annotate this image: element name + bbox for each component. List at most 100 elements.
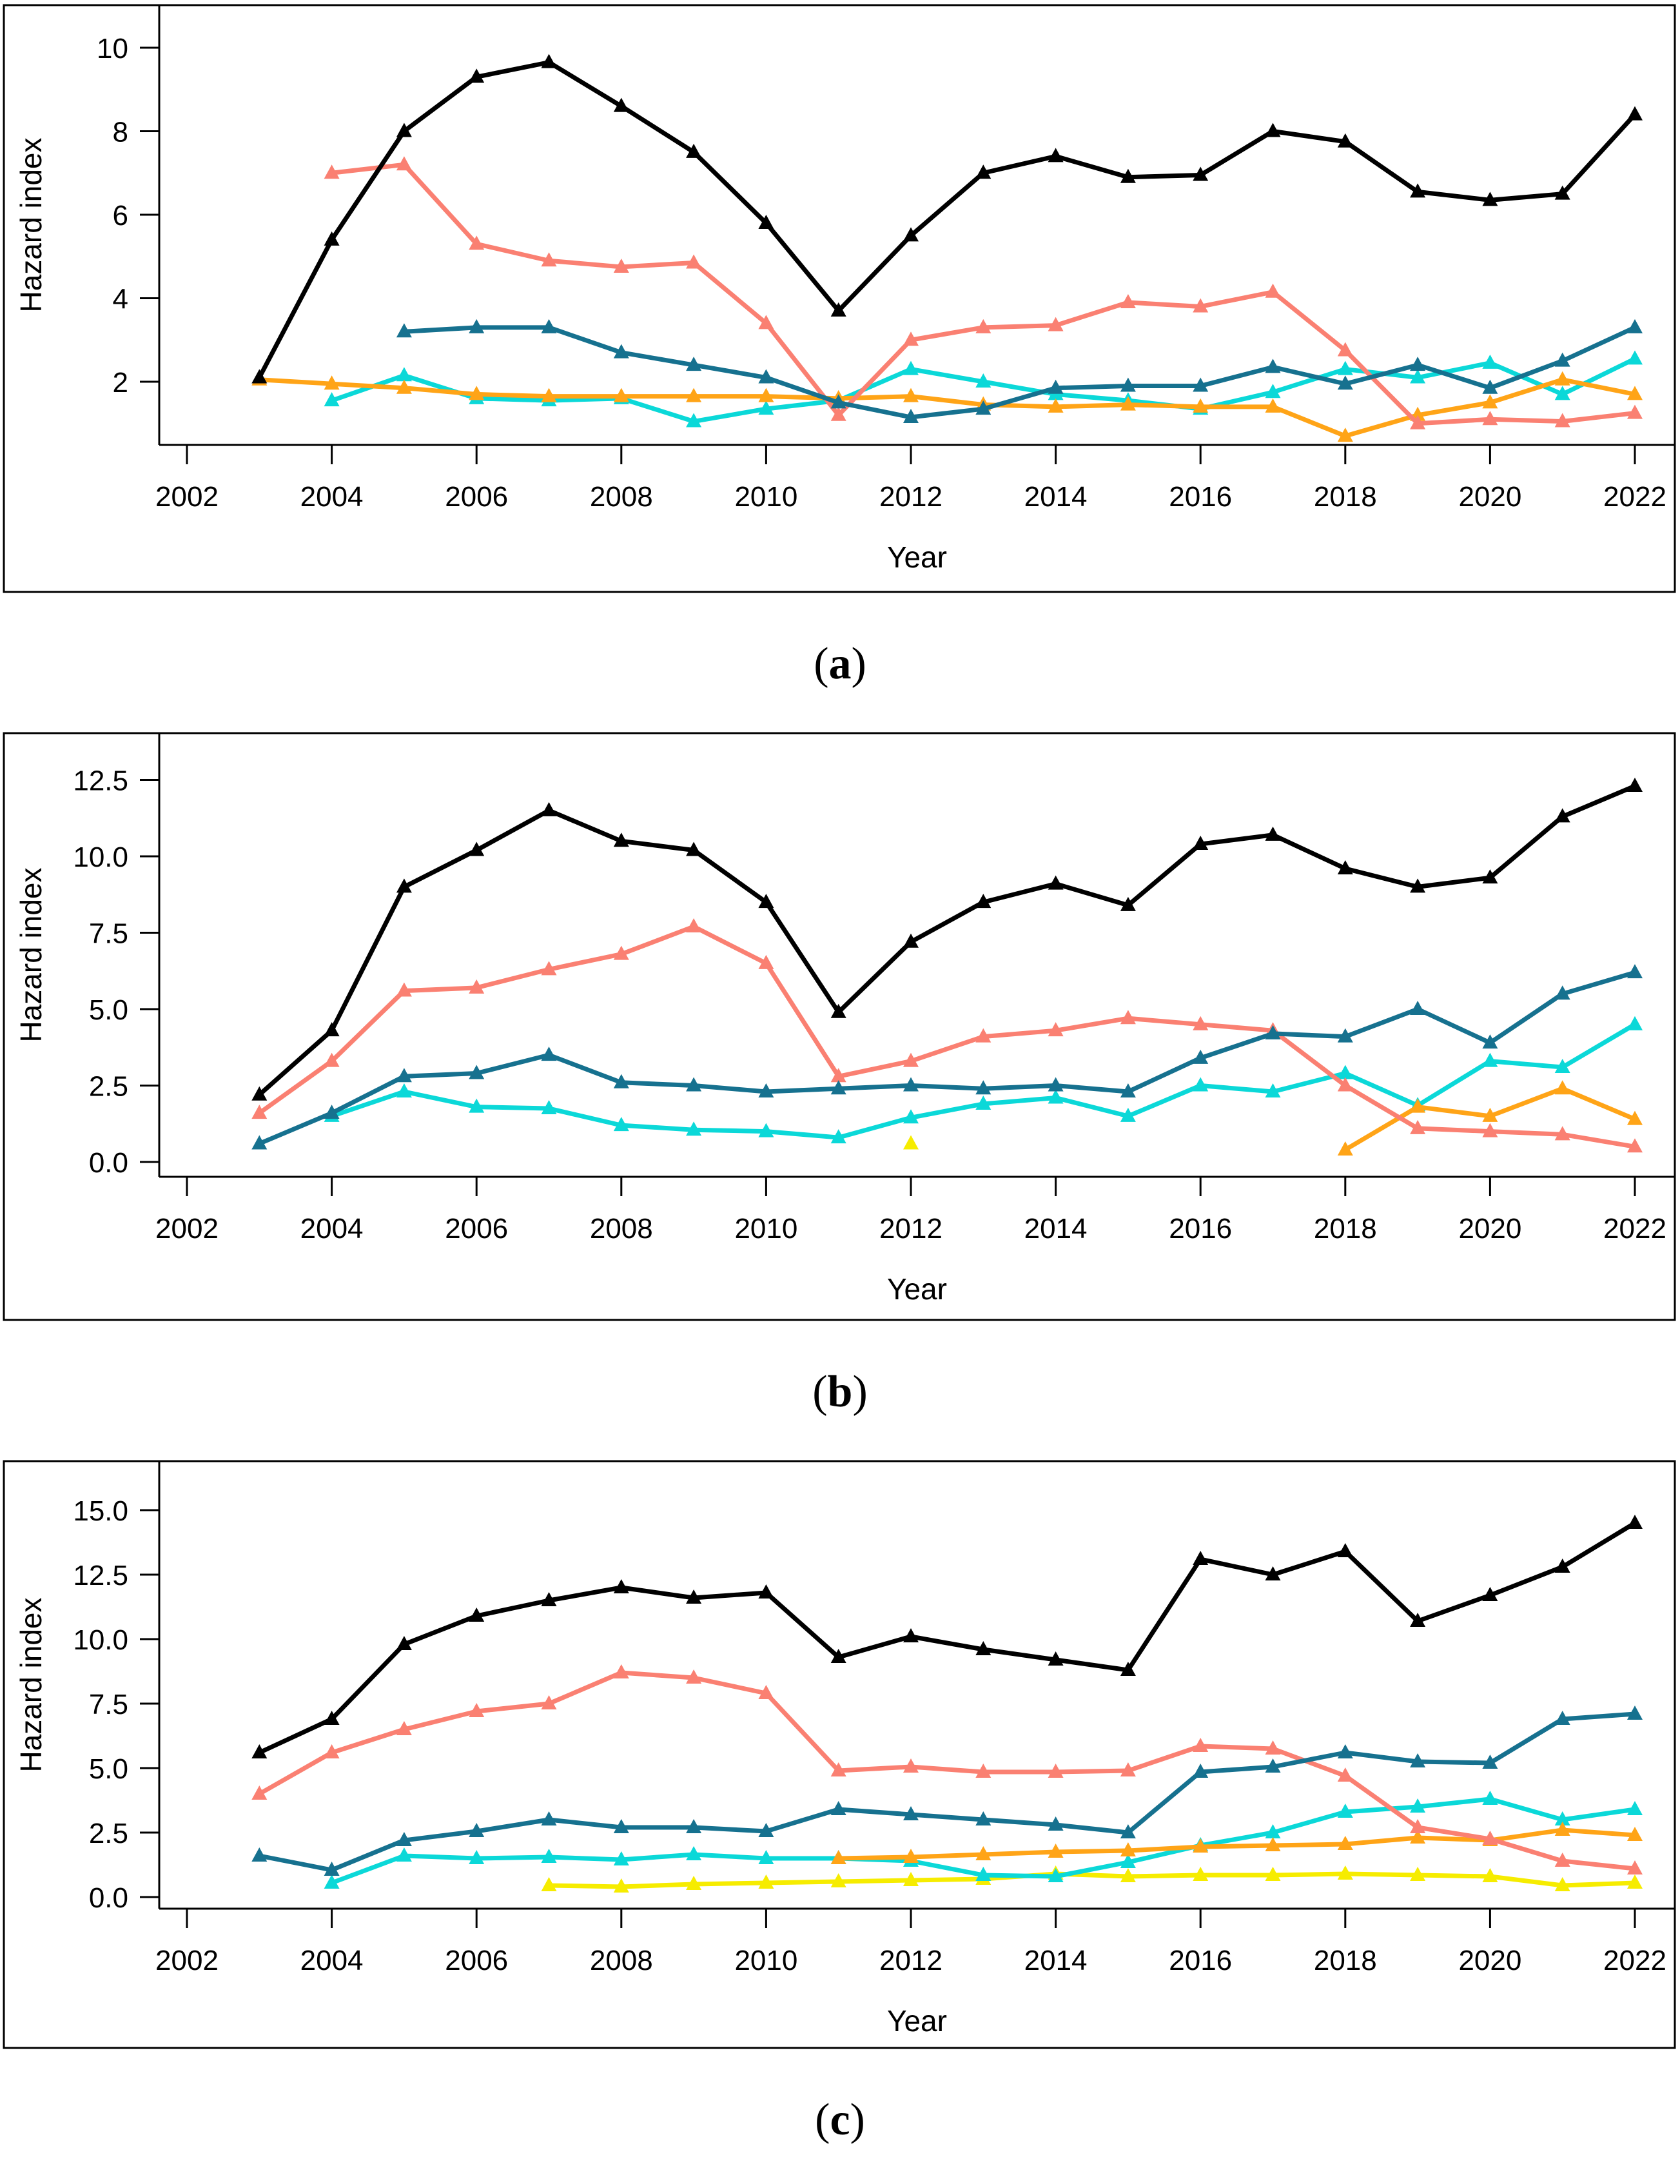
triangle-marker-icon xyxy=(396,982,412,997)
triangle-marker-icon xyxy=(1554,386,1570,400)
triangle-marker-icon xyxy=(975,894,991,909)
y-tick-label: 0.0 xyxy=(89,1147,128,1179)
triangle-marker-icon xyxy=(1482,1755,1498,1769)
triangle-marker-icon xyxy=(613,1664,629,1678)
triangle-marker-icon xyxy=(1048,148,1064,162)
axes xyxy=(158,733,1675,1178)
triangle-marker-icon xyxy=(1554,413,1570,428)
triangle-marker-icon xyxy=(1048,1651,1064,1666)
triangle-marker-icon xyxy=(1554,1853,1570,1867)
triangle-marker-icon xyxy=(1337,1065,1353,1079)
triangle-marker-icon xyxy=(686,1077,702,1092)
triangle-marker-icon xyxy=(1554,1080,1570,1095)
triangle-marker-icon xyxy=(1482,1123,1498,1137)
triangle-marker-icon xyxy=(1627,964,1643,979)
triangle-marker-icon xyxy=(396,156,412,171)
triangle-marker-icon xyxy=(1482,1831,1498,1845)
x-tick-labels: 2002 2004 2006 2008 2010 2012 2014 2016 2018 2020… xyxy=(155,445,1666,513)
triangle-marker-icon xyxy=(324,164,340,179)
y-axis-title: Hazard index xyxy=(14,867,48,1042)
x-tick-label: 2014 xyxy=(1024,481,1088,513)
triangle-marker-icon xyxy=(1048,317,1064,331)
y-tick-label: 10.0 xyxy=(73,1624,128,1656)
triangle-marker-icon xyxy=(758,1584,774,1599)
triangle-marker-icon xyxy=(758,954,774,969)
x-tick-label: 2010 xyxy=(734,1213,797,1244)
triangle-marker-icon xyxy=(1410,369,1426,384)
triangle-marker-icon xyxy=(1627,1827,1643,1841)
panel-caption: (a) xyxy=(814,639,866,689)
triangle-marker-icon xyxy=(1410,1819,1426,1833)
triangle-marker-icon xyxy=(251,1105,268,1119)
triangle-marker-icon xyxy=(686,357,702,371)
triangle-marker-icon xyxy=(1337,1836,1353,1850)
y-tick-label: 12.5 xyxy=(73,765,128,797)
triangle-marker-icon xyxy=(1193,1077,1209,1092)
triangle-marker-icon xyxy=(1048,1816,1064,1831)
triangle-marker-icon xyxy=(1048,1844,1064,1858)
y-tick-label: 10.0 xyxy=(73,841,128,873)
triangle-marker-icon xyxy=(686,388,702,402)
triangle-marker-icon xyxy=(469,386,485,400)
triangle-marker-icon xyxy=(1482,379,1498,394)
triangle-marker-icon xyxy=(1337,1028,1353,1043)
triangle-marker-icon xyxy=(1120,168,1136,183)
triangle-marker-icon xyxy=(903,1109,919,1124)
x-tick-label: 2018 xyxy=(1314,481,1377,513)
triangle-marker-icon xyxy=(758,1685,774,1699)
triangle-marker-icon xyxy=(1120,1662,1136,1676)
y-tick-label: 12.5 xyxy=(73,1560,128,1591)
x-tick-label: 2004 xyxy=(300,1213,364,1244)
triangle-marker-icon xyxy=(1193,1838,1209,1853)
triangle-marker-icon xyxy=(324,1874,340,1889)
triangle-marker-icon xyxy=(1554,1059,1570,1074)
triangle-marker-icon xyxy=(469,1608,485,1622)
triangle-marker-icon xyxy=(1482,869,1498,884)
triangle-marker-icon xyxy=(1193,377,1209,392)
triangle-marker-icon xyxy=(903,227,919,242)
x-tick-label: 2022 xyxy=(1603,481,1666,513)
triangle-marker-icon xyxy=(758,1083,774,1097)
triangle-marker-icon xyxy=(1120,1868,1136,1882)
triangle-marker-icon xyxy=(830,1003,846,1018)
triangle-marker-icon xyxy=(686,841,702,856)
x-tick-label: 2020 xyxy=(1458,481,1521,513)
triangle-marker-icon xyxy=(324,1022,340,1037)
x-tick-label: 2002 xyxy=(155,1213,219,1244)
triangle-marker-icon xyxy=(830,1762,846,1776)
triangle-marker-icon xyxy=(975,1867,991,1881)
triangle-marker-icon xyxy=(1048,1077,1064,1092)
triangle-marker-icon xyxy=(1337,342,1353,357)
triangle-marker-icon xyxy=(1337,1543,1353,1557)
triangle-marker-icon xyxy=(1627,1110,1643,1125)
triangle-marker-icon xyxy=(1554,1822,1570,1836)
triangle-marker-icon xyxy=(1048,875,1064,890)
triangle-marker-icon xyxy=(830,1649,846,1663)
triangle-marker-icon xyxy=(1482,411,1498,426)
salmon-series xyxy=(324,156,1643,429)
triangle-marker-icon xyxy=(1410,1753,1426,1767)
triangle-marker-icon xyxy=(903,1872,919,1886)
triangle-marker-icon xyxy=(469,235,485,250)
triangle-marker-icon xyxy=(613,1074,629,1088)
triangle-marker-icon xyxy=(1482,1868,1498,1882)
triangle-marker-icon xyxy=(830,1850,846,1864)
triangle-marker-icon xyxy=(975,1095,991,1110)
x-tick-label: 2004 xyxy=(300,481,364,513)
triangle-marker-icon xyxy=(1193,398,1209,413)
axes xyxy=(158,5,1675,446)
triangle-marker-icon xyxy=(396,379,412,394)
triangle-marker-icon xyxy=(613,1579,629,1593)
triangle-marker-icon xyxy=(686,1846,702,1860)
triangle-marker-icon xyxy=(758,1874,774,1889)
y-tick-label: 7.5 xyxy=(89,1689,128,1720)
triangle-marker-icon xyxy=(830,1129,846,1144)
triangle-marker-icon xyxy=(324,1744,340,1758)
triangle-marker-icon xyxy=(1193,298,1209,313)
triangle-marker-icon xyxy=(758,1123,774,1137)
triangle-marker-icon xyxy=(903,1135,919,1150)
triangle-marker-icon xyxy=(541,252,557,267)
x-tick-label: 2014 xyxy=(1024,1945,1088,1976)
